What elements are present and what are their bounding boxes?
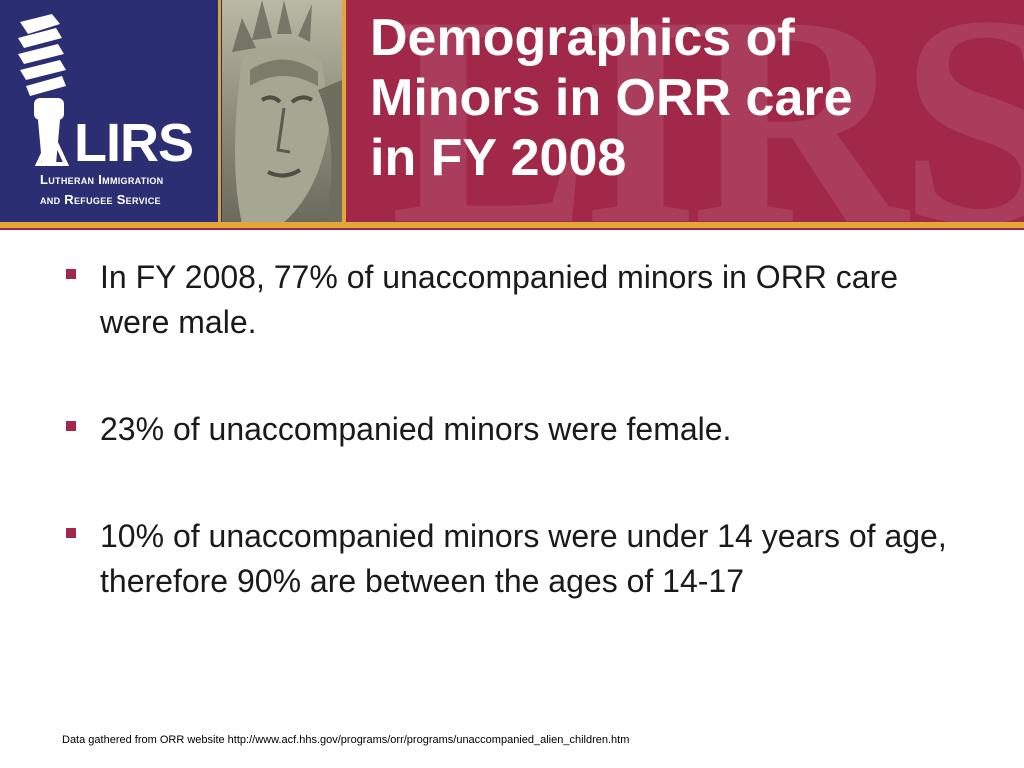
torch-icon (18, 14, 70, 166)
bullet-text: In FY 2008, 77% of unaccompanied minors … (100, 259, 899, 340)
logo-subtitle: Lutheran Immigration and Refugee Service (40, 170, 164, 210)
list-item: In FY 2008, 77% of unaccompanied minors … (64, 255, 964, 345)
list-item: 23% of unaccompanied minors were female. (64, 407, 964, 452)
header-divider (342, 0, 346, 224)
title-line: Minors in ORR care (370, 69, 853, 127)
header-accent-bar (0, 222, 1024, 228)
title-line: in FY 2008 (370, 129, 627, 187)
bullet-list: In FY 2008, 77% of unaccompanied minors … (64, 255, 964, 666)
statue-face-icon (232, 0, 342, 224)
logo-frame (2, 0, 221, 222)
slide-header: LIRS LIRS Lutheran Immigration and Refug… (0, 0, 1024, 230)
bullet-square-icon (66, 528, 76, 538)
bullet-text: 23% of unaccompanied minors were female. (100, 411, 732, 447)
logo-panel: LIRS Lutheran Immigration and Refugee Se… (0, 0, 222, 224)
logo-subtitle-line: Lutheran Immigration (40, 172, 164, 187)
statue-of-liberty-image (222, 0, 342, 224)
title-line: Demographics of (370, 9, 795, 67)
source-footnote: Data gathered from ORR website http://ww… (62, 734, 630, 746)
header-watermark: LIRS (390, 0, 1024, 230)
bullet-text: 10% of unaccompanied minors were under 1… (100, 518, 947, 599)
logo-subtitle-line: and Refugee Service (40, 192, 161, 207)
logo-wordmark: LIRS (74, 113, 194, 173)
page-title: Demographics of Minors in ORR care in FY… (370, 8, 1010, 188)
bullet-square-icon (66, 269, 76, 279)
list-item: 10% of unaccompanied minors were under 1… (64, 514, 964, 604)
bullet-square-icon (66, 421, 76, 431)
